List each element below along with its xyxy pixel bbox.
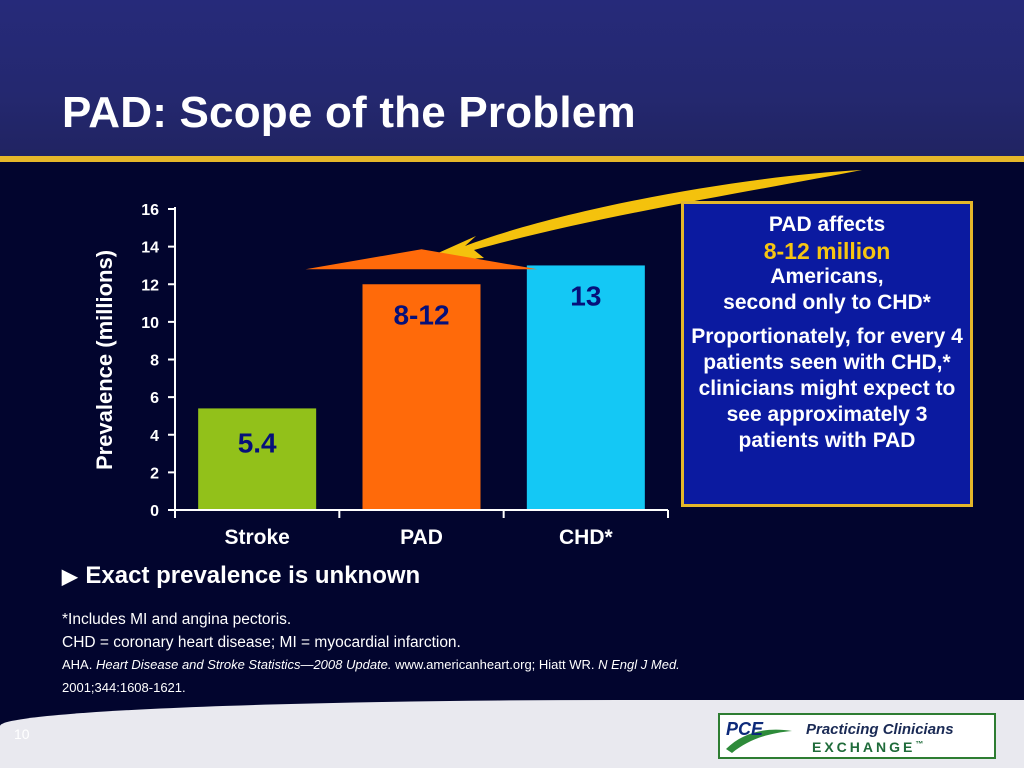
bar-stroke [198, 408, 317, 510]
y-tick-label: 2 [150, 465, 159, 482]
logo-swoosh-icon [726, 729, 792, 753]
logo-pce: PCE [726, 719, 764, 739]
ref-title: Heart Disease and Stroke Statistics—2008… [95, 657, 392, 672]
data-label: 13 [570, 280, 601, 311]
y-tick-label: 12 [141, 277, 159, 294]
y-tick-label: 10 [141, 315, 159, 332]
x-tick-label: Stroke [224, 526, 289, 549]
callout-swoosh-arrow [418, 170, 862, 262]
info-highlight: 8-12 million [763, 238, 891, 264]
ref-prefix: AHA. [62, 657, 96, 672]
header-band [0, 0, 1024, 160]
y-axis-label: Prevalence (millions) [92, 250, 117, 470]
data-label: 8-12 [393, 299, 449, 330]
slide-title: PAD: Scope of the Problem [62, 88, 636, 137]
data-label: 5.4 [238, 427, 277, 458]
pad-info-callout: PAD affects 8-12 million Americans, seco… [681, 201, 973, 507]
ref-mid: www.americanheart.org; Hiatt WR. [391, 657, 599, 672]
x-tick-label: CHD* [559, 526, 613, 549]
footnote-line-1: *Includes MI and angina pectoris. [62, 611, 292, 628]
info-paragraph-2: Proportionately, for every 4 patients se… [691, 325, 963, 452]
bar-chd [526, 265, 645, 510]
footnote-reference: AHA. Heart Disease and Stroke Statistics… [62, 657, 680, 672]
pce-logo: PCE Practicing Clinicians EXCHANGE™ [718, 713, 996, 759]
ref-journal: N Engl J Med. [598, 657, 680, 672]
logo-name-line-1: Practicing Clinicians [806, 721, 954, 738]
info-line-4: second only to CHD* [723, 291, 931, 314]
bar-pad [362, 284, 481, 510]
y-tick-label: 8 [150, 353, 159, 370]
footnote-line-2: CHD = coronary heart disease; MI = myoca… [62, 634, 461, 651]
y-tick-label: 0 [150, 503, 159, 520]
slide-number: 10 [14, 726, 30, 742]
info-line-3: Americans, [770, 265, 884, 288]
info-line-1: PAD affects [768, 213, 886, 236]
x-tick-label: PAD [400, 526, 443, 549]
bullet-point: ▶ Exact prevalence is unknown [62, 562, 420, 590]
footnote-reference-end: 2001;344:1608-1621. [62, 680, 186, 695]
logo-exchange: EXCHANGE [812, 739, 916, 755]
bullet-text: Exact prevalence is unknown [85, 562, 421, 589]
y-tick-label: 14 [141, 240, 159, 257]
y-tick-label: 16 [141, 202, 159, 219]
bullet-arrow-icon: ▶ [62, 566, 78, 588]
logo-name-line-2: EXCHANGE™ [812, 739, 923, 755]
logo-trademark: ™ [915, 739, 924, 749]
y-tick-label: 4 [150, 428, 159, 445]
pad-range-arrowhead [305, 249, 538, 270]
y-tick-label: 6 [150, 390, 159, 407]
header-rule [0, 156, 1024, 162]
